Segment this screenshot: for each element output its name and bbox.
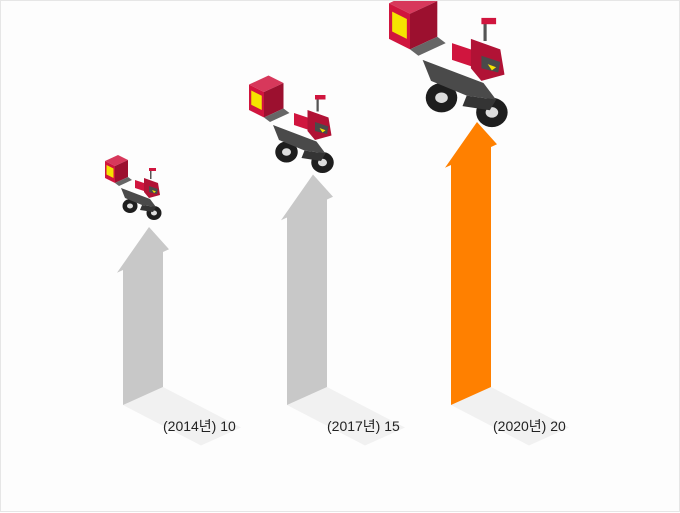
bar-arrow — [445, 122, 497, 405]
scooter-body — [121, 188, 156, 207]
scooter-body — [273, 125, 326, 154]
scooter-rack — [410, 36, 446, 56]
delivery-box-window — [392, 11, 407, 39]
scooter-face — [149, 186, 158, 194]
scooter-headlight — [487, 64, 497, 71]
bar-shadow — [287, 387, 405, 446]
scooter-rack — [115, 177, 132, 186]
delivery-box-side — [410, 1, 438, 50]
scooter-handle — [150, 170, 152, 179]
scooter-mirror — [149, 168, 156, 171]
delivery-box-window — [251, 90, 262, 110]
scooter-mirror — [481, 17, 497, 25]
bar-shadow — [451, 387, 569, 446]
scooter-handle — [316, 98, 319, 112]
scooter-rack — [264, 108, 290, 122]
delivery-box-side — [264, 83, 284, 118]
delivery-scooter-icon — [105, 155, 162, 220]
scooter-headlight — [152, 190, 156, 193]
bar-label: (2017년) 15 — [327, 418, 400, 434]
delivery-box-window — [106, 165, 114, 178]
scooter-hub — [282, 148, 291, 156]
scooter-underside — [462, 95, 497, 111]
scooter-headlight — [319, 128, 326, 133]
scooter-mirror — [315, 95, 326, 100]
scooter-face — [481, 55, 501, 73]
scooter-underside — [140, 205, 156, 212]
bar-arrow — [117, 227, 169, 405]
delivery-box-side — [115, 160, 128, 183]
bar-label: (2014년) 10 — [163, 418, 236, 434]
delivery-box-top — [249, 75, 284, 92]
scooter-body — [422, 59, 497, 100]
bar-1: (2014년) 10 — [105, 155, 241, 446]
delivery-box-top — [105, 155, 128, 166]
delivery-box-top — [389, 1, 438, 14]
delivery-scooter-icon — [249, 75, 334, 173]
delivery-scooter-icon — [389, 1, 508, 128]
bar-2: (2017년) 15 — [249, 75, 405, 446]
bar-shadow — [123, 387, 241, 446]
scooter-hub — [127, 203, 133, 209]
scooter-face — [315, 122, 329, 134]
scooter-hub — [435, 92, 448, 103]
bar-3: (2020년) 20 — [389, 1, 569, 446]
bar-arrow — [281, 174, 333, 405]
bar-label: (2020년) 20 — [493, 418, 566, 434]
scooter-handle — [483, 22, 487, 42]
scooter-underside — [301, 150, 326, 161]
